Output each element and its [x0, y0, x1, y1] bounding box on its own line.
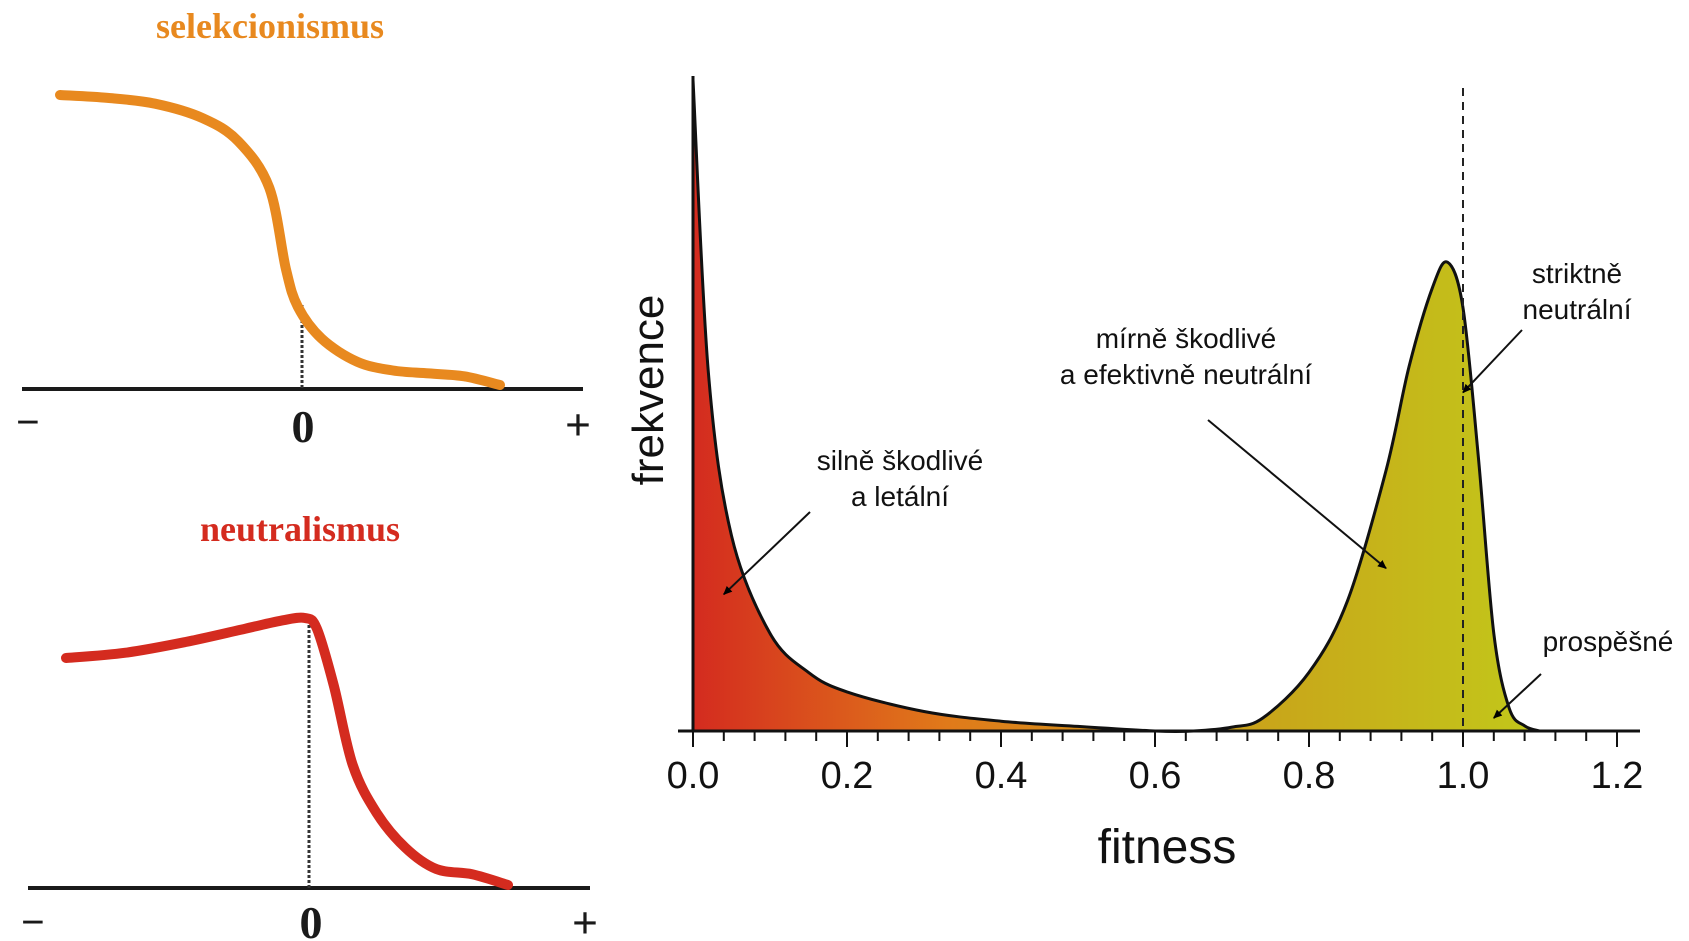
x-axis-label: fitness [1098, 821, 1237, 874]
annotation: striktně neutrální [1462, 258, 1632, 394]
x-axis-ticks [692, 731, 1618, 747]
neutralismus-title: neutralismus [200, 509, 400, 549]
annotation-text: silně škodlivé [817, 445, 984, 476]
neutralismus-curve [61, 612, 513, 890]
x-axis-tick-labels: 0.0 0.2 0.4 0.6 0.8 1.0 1.2 [667, 755, 1644, 797]
x-tick-label: 0.0 [667, 755, 720, 797]
annotation-text: a letální [851, 481, 949, 512]
x-tick-label: 1.0 [1437, 755, 1490, 797]
fitness-distribution-outline [691, 79, 1541, 734]
annotation: mírně škodlivé a efektivně neutrální [1060, 323, 1387, 570]
annotation-text: mírně škodlivé [1096, 323, 1277, 354]
neutralismus-tick-zero: 0 [300, 897, 323, 941]
annotation: silně škodlivé a letální [723, 445, 984, 596]
y-axis-label: frekvence [624, 295, 673, 486]
annotation-arrow [1207, 419, 1387, 570]
annotation-text: striktně [1532, 258, 1622, 289]
annotation-arrow [723, 511, 811, 596]
annotation: prospěšné [1493, 626, 1674, 719]
selekcionismus-tick-minus: − [16, 400, 40, 446]
selekcionismus-tick-plus: + [565, 399, 591, 450]
x-tick-label: 0.4 [975, 755, 1028, 797]
annotation-arrow [1462, 329, 1523, 394]
x-tick-label: 0.8 [1283, 755, 1336, 797]
annotation-text: a efektivně neutrální [1060, 359, 1312, 390]
selekcionismus-tick-zero: 0 [292, 401, 315, 452]
annotation-arrow [1493, 673, 1542, 719]
annotation-text: neutrální [1523, 294, 1632, 325]
fitness-distribution-chart: 0.0 0.2 0.4 0.6 0.8 1.0 1.2 fitness frekvence … [624, 76, 1673, 874]
x-tick-label: 0.6 [1129, 755, 1182, 797]
selekcionismus-title: selekcionismus [156, 6, 384, 46]
neutralismus-tick-minus: − [21, 900, 45, 941]
fitness-distribution-area [693, 80, 1540, 732]
selekcionismus-chart: selekcionismus − 0 + [16, 6, 591, 452]
annotations: silně škodlivé a letální mírně škodlivé a e… [723, 258, 1674, 719]
neutralismus-tick-plus: + [572, 897, 598, 941]
x-tick-label: 0.2 [821, 755, 874, 797]
neutralismus-chart: neutralismus − 0 + [21, 509, 598, 941]
selekcionismus-curve [55, 90, 505, 390]
x-tick-label: 1.2 [1591, 755, 1644, 797]
annotation-text: prospěšné [1543, 626, 1674, 657]
